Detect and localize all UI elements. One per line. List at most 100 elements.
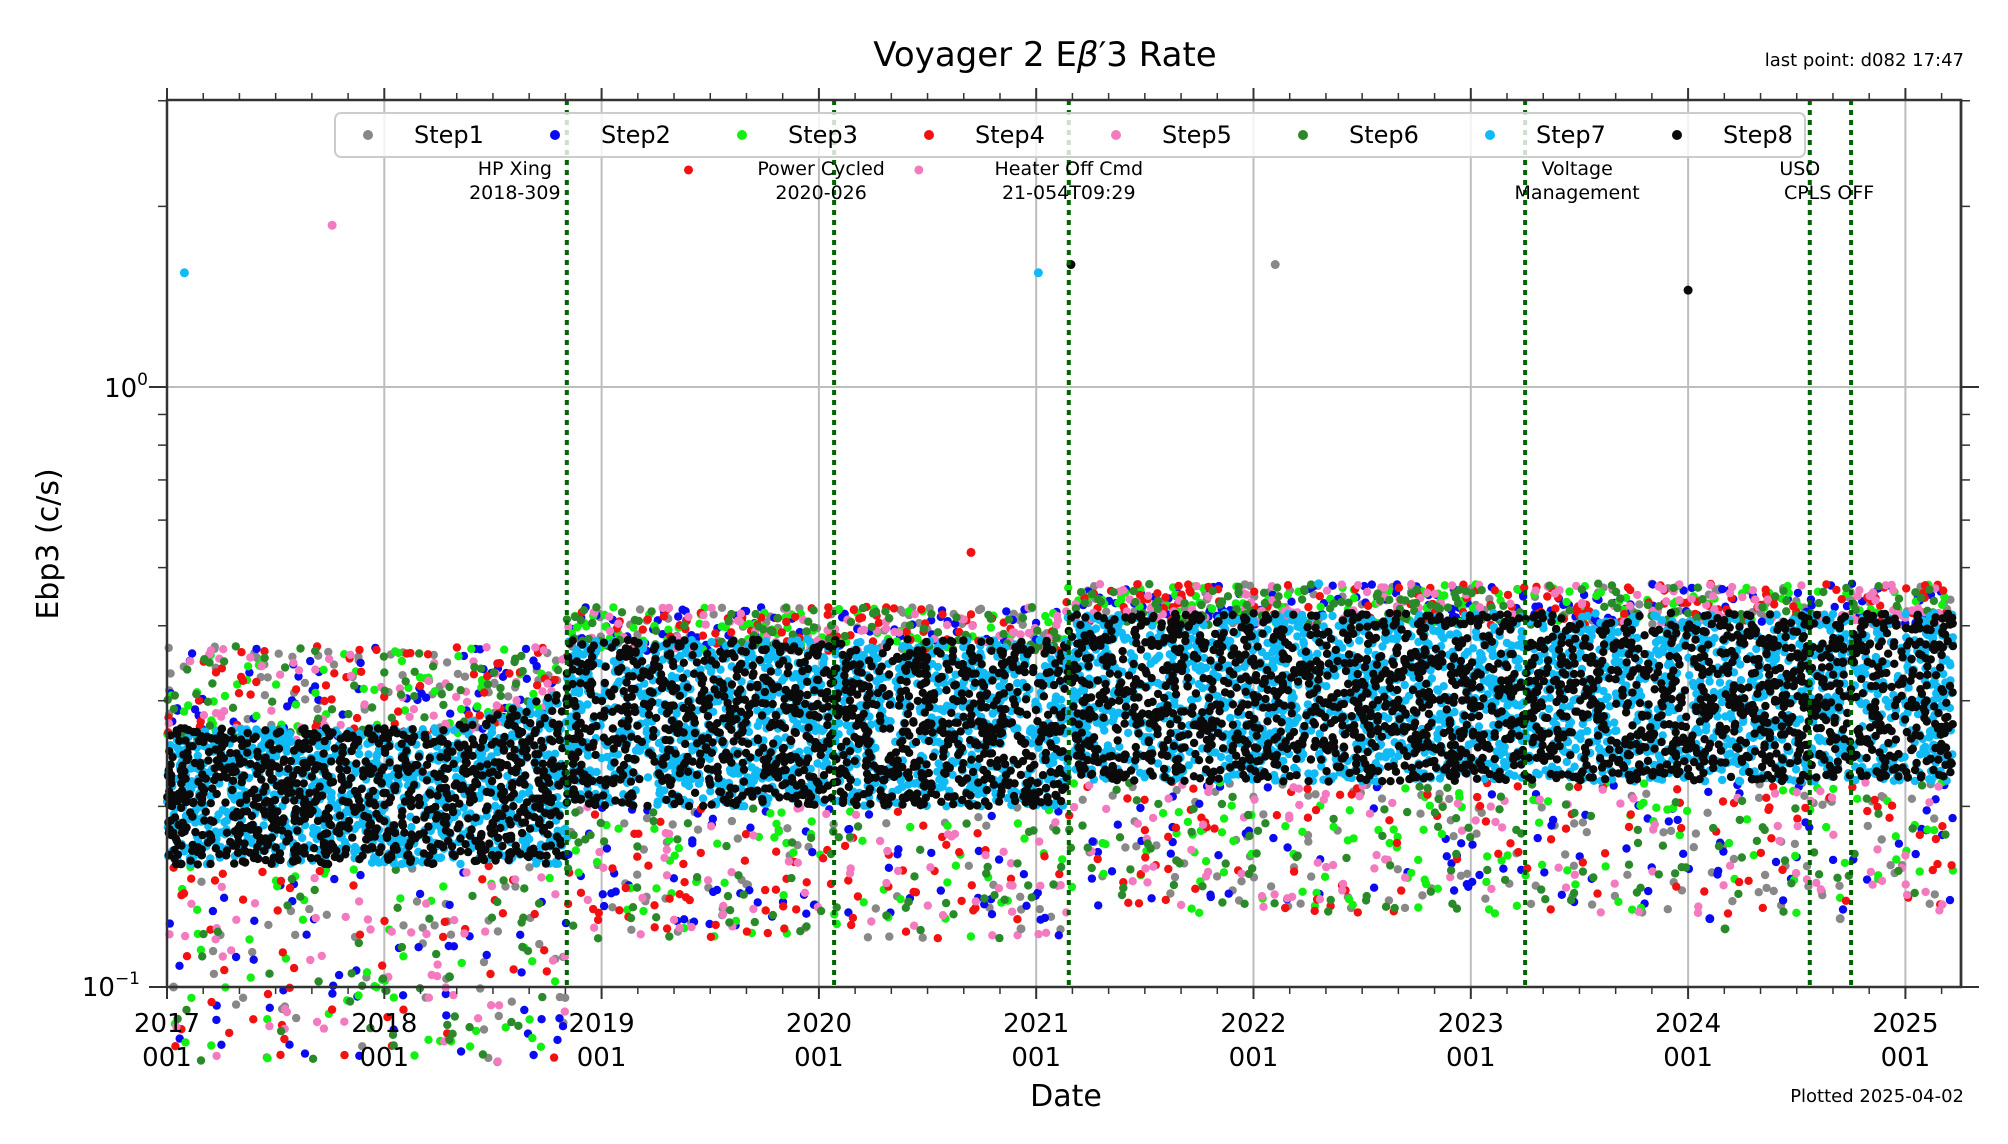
data-point-step8: [178, 818, 187, 827]
data-point-step4: [194, 696, 204, 705]
data-point-step3: [454, 652, 463, 661]
data-point-step3: [263, 1054, 272, 1063]
data-point-step8: [243, 728, 252, 738]
data-point-step6: [980, 894, 989, 903]
data-point-step3: [858, 836, 867, 845]
data-point-step6: [853, 822, 863, 831]
data-point-step4: [340, 1050, 349, 1060]
data-point-step5: [595, 847, 604, 857]
data-point-step8: [188, 812, 197, 821]
data-point-step8: [342, 765, 352, 775]
data-point-step4: [478, 875, 487, 884]
data-point-step7: [638, 692, 647, 701]
data-point-step8: [546, 811, 555, 820]
data-point-step1: [964, 861, 973, 870]
data-point-step5: [250, 899, 260, 908]
data-point-step8: [427, 805, 436, 814]
data-point-step8: [942, 686, 951, 695]
data-point-step4: [252, 677, 261, 687]
data-point-step8: [425, 753, 434, 763]
data-point-step4: [258, 867, 267, 877]
data-point-step8: [249, 734, 258, 744]
data-point-step3: [951, 861, 961, 870]
data-point-step5: [462, 868, 471, 877]
data-point-step7: [602, 752, 612, 762]
data-point-step6: [652, 913, 661, 922]
data-point-step4: [483, 672, 492, 681]
data-point-step2: [688, 836, 697, 845]
data-point-step6: [727, 609, 736, 619]
data-point-step5: [881, 624, 891, 633]
data-point-step8: [290, 816, 299, 826]
data-point-step5: [883, 846, 892, 856]
data-point-step8: [600, 678, 609, 688]
data-point-step8: [375, 848, 384, 857]
data-point-step6: [265, 969, 274, 978]
data-point-step7: [252, 725, 261, 734]
data-point-step8: [230, 859, 239, 868]
data-point-step6: [569, 830, 578, 840]
data-point-step8: [354, 735, 363, 745]
data-point-step8: [177, 771, 186, 781]
data-point-step8: [531, 802, 540, 811]
data-point-step5: [424, 993, 434, 1002]
data-point-step8: [464, 814, 473, 823]
data-point-step8: [309, 844, 319, 853]
data-point-step8: [172, 729, 182, 739]
data-point-step3: [529, 689, 538, 699]
data-point-step8: [532, 794, 541, 803]
data-point-step8: [494, 771, 503, 780]
data-point-step4: [848, 913, 858, 923]
data-point-step6: [633, 842, 642, 851]
data-point-step8: [769, 739, 778, 748]
data-point-step6: [496, 683, 505, 693]
data-point-step8: [379, 726, 389, 735]
data-point-step8: [479, 733, 488, 742]
data-point-step8: [249, 800, 258, 809]
data-point-step7: [353, 820, 363, 830]
data-point-step1: [418, 923, 427, 932]
data-point-step8: [319, 749, 328, 758]
data-point-step8: [988, 676, 997, 685]
data-point-step7: [431, 727, 440, 737]
data-point-step3: [772, 819, 781, 828]
data-point-step8: [307, 755, 316, 764]
data-point-step5: [938, 911, 948, 920]
data-point-step8: [555, 811, 564, 820]
data-point-step2: [302, 930, 311, 939]
data-point-step7: [449, 726, 459, 735]
data-point-step4: [857, 613, 867, 622]
data-point-step8: [530, 741, 539, 750]
data-point-step8: [290, 796, 299, 805]
data-point-step4: [380, 916, 389, 926]
data-point-step8: [335, 811, 345, 820]
data-point-step8: [460, 740, 469, 749]
data-point-step6: [630, 615, 640, 625]
data-point-step4: [372, 645, 381, 655]
data-point-step4: [260, 647, 269, 656]
data-point-step6: [182, 1005, 191, 1015]
data-point-step7: [634, 745, 643, 754]
data-point-step1: [479, 1025, 489, 1034]
data-point-step7: [456, 859, 465, 869]
data-point-step6: [483, 680, 493, 689]
data-point-step4: [530, 909, 539, 919]
data-point-step4: [593, 915, 603, 925]
data-point-step8: [543, 796, 552, 805]
data-point-step4: [706, 932, 716, 942]
data-point-step4: [685, 895, 694, 905]
data-point-step2: [446, 709, 455, 718]
data-point-step3: [1058, 855, 1067, 864]
data-point-step8: [509, 802, 518, 811]
data-point-step6: [345, 997, 355, 1006]
data-point-step2: [537, 1015, 546, 1024]
data-point-step3: [473, 702, 482, 711]
data-point-step6: [493, 897, 502, 907]
data-point-step5: [539, 646, 548, 655]
data-point-step4: [615, 906, 624, 915]
data-point-step6: [680, 621, 689, 630]
data-point-step8: [553, 729, 562, 738]
data-point-step6: [170, 691, 179, 700]
data-point-step8: [470, 856, 479, 866]
data-point-step5: [1035, 837, 1044, 846]
